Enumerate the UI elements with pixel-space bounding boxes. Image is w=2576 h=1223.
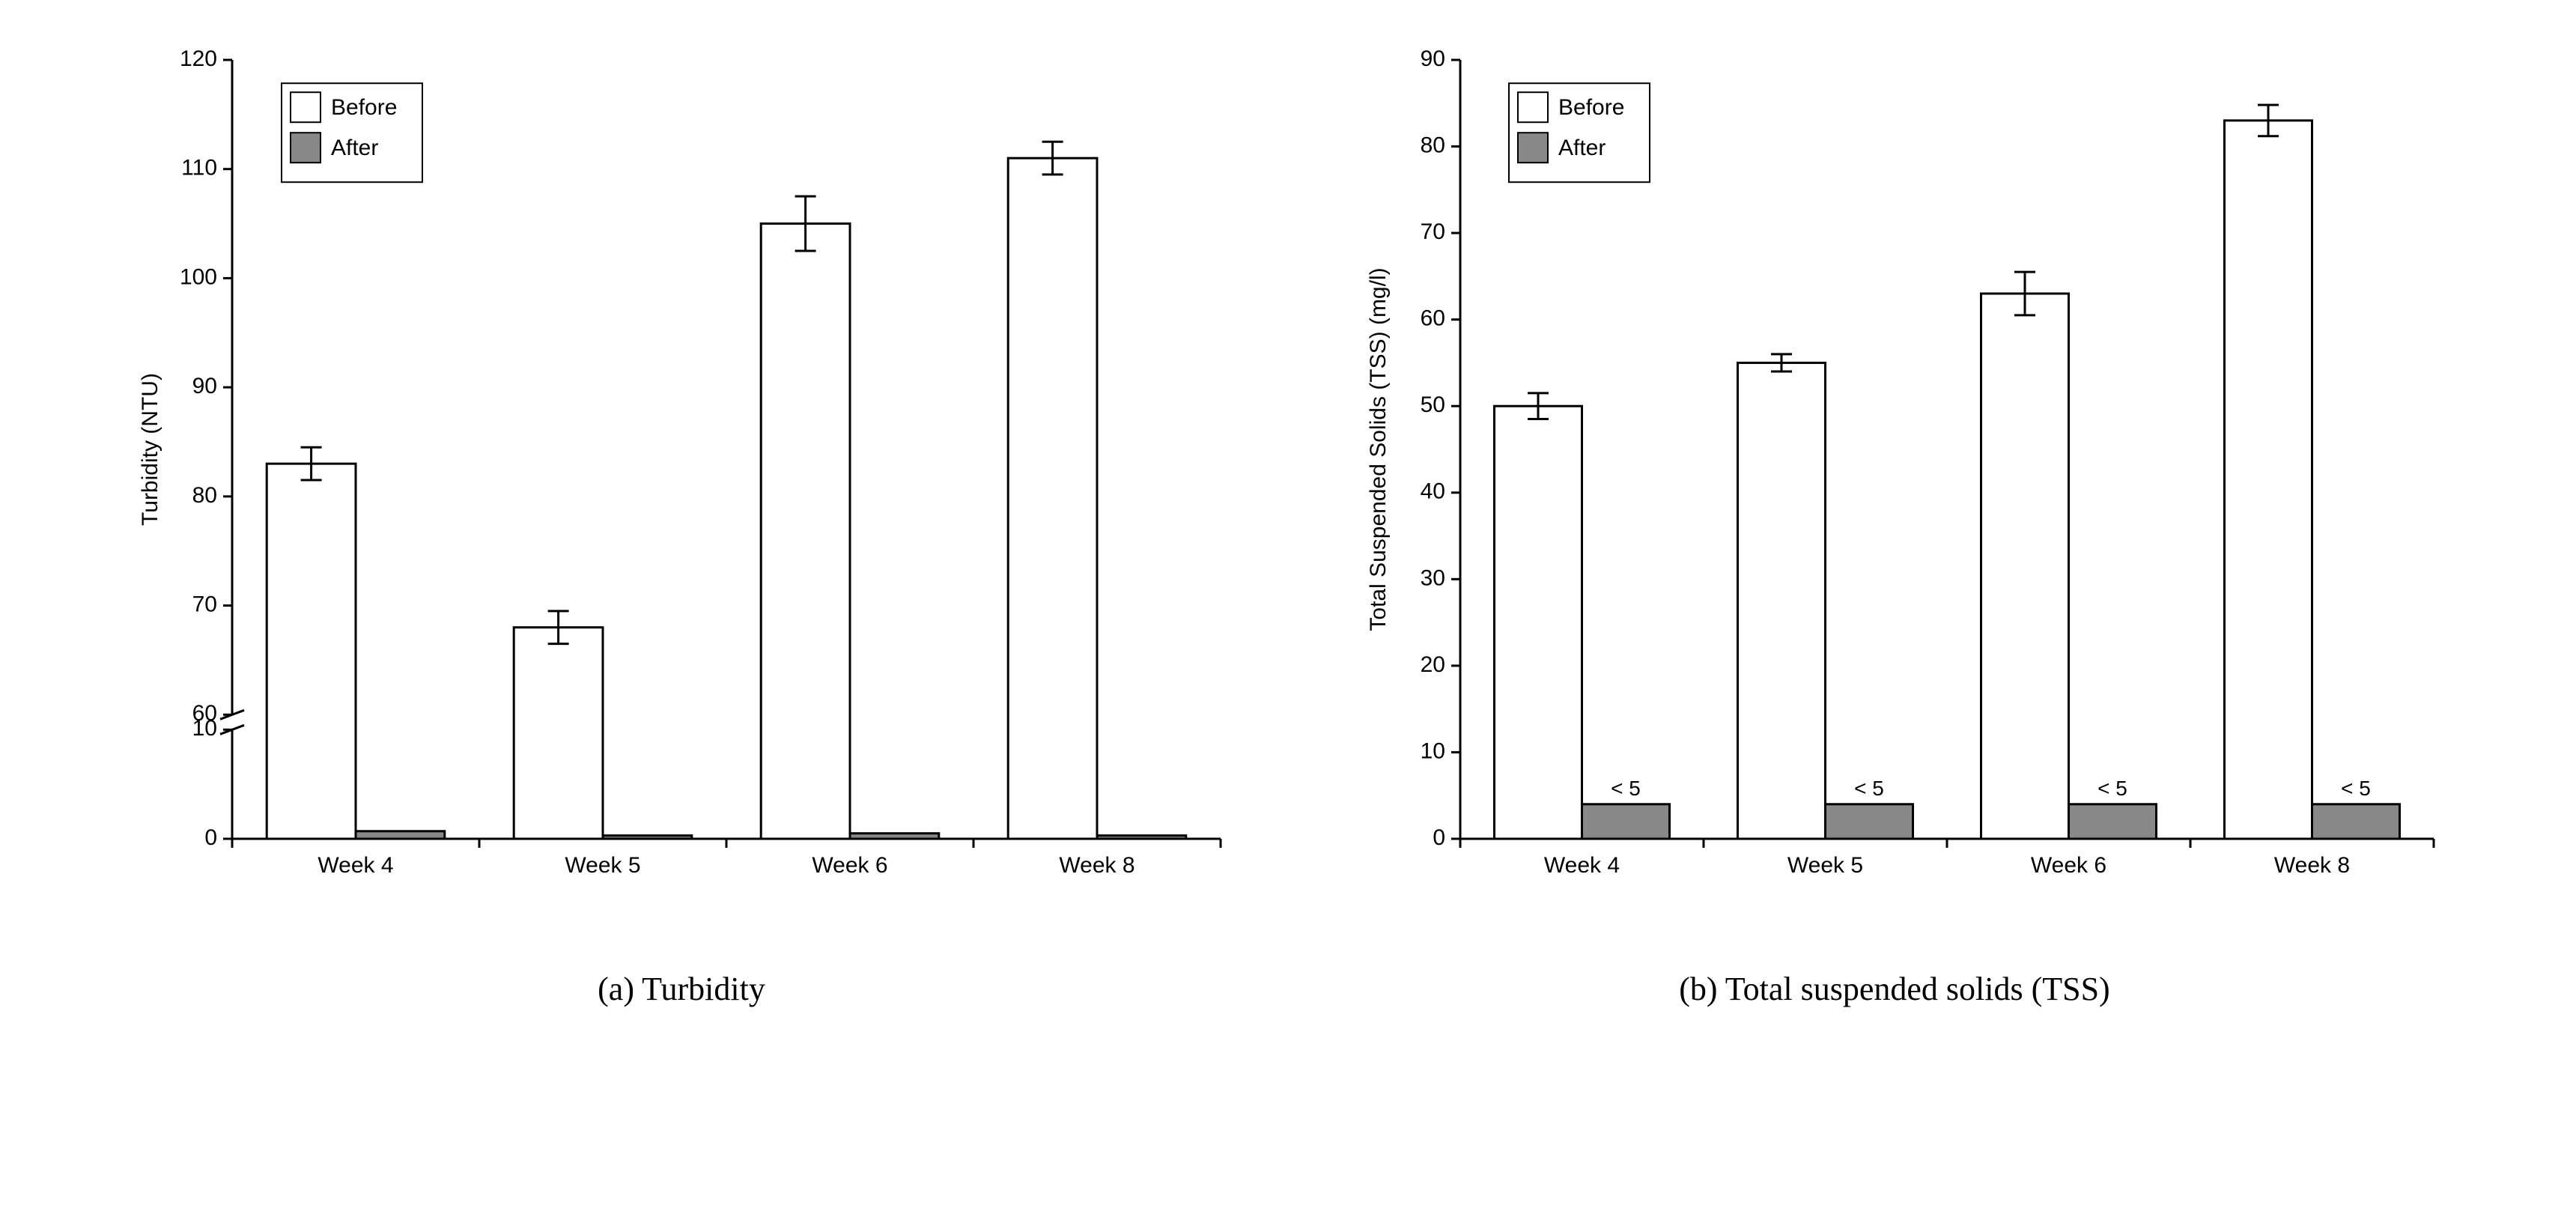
- bar-annotation: < 5: [2097, 777, 2127, 800]
- bar-after: [2069, 804, 2157, 839]
- y-tick-label: 20: [1421, 652, 1445, 677]
- legend-swatch: [1518, 92, 1548, 122]
- x-tick-label: Week 6: [812, 853, 887, 878]
- legend-swatch: [1518, 133, 1548, 163]
- bar-after: [2312, 804, 2400, 839]
- bar-after: [1097, 836, 1186, 839]
- bar-after: [1826, 804, 1913, 839]
- bar-before: [1738, 362, 1826, 839]
- bar-before: [1008, 158, 1097, 839]
- x-tick-label: Week 4: [318, 853, 393, 878]
- bar-after: [1582, 804, 1670, 839]
- legend-label: After: [331, 136, 378, 160]
- bar-after: [850, 834, 939, 839]
- y-tick-label: 40: [1421, 479, 1445, 504]
- x-tick-label: Week 8: [2274, 853, 2350, 878]
- legend-swatch: [291, 133, 321, 163]
- bar-after: [356, 831, 445, 839]
- y-tick-label: 110: [181, 156, 217, 180]
- caption-b: (b) Total suspended solids (TSS): [1679, 970, 2109, 1008]
- y-tick-label: 70: [192, 592, 217, 616]
- chart-a: 01060708090100110120Turbidity (NTU)Week …: [120, 30, 1243, 932]
- panel-b: 0 10 20 30 40 50 60 70 80 90 Total Suspended Solid…: [1333, 30, 2456, 1008]
- legend-label: Before: [1558, 95, 1624, 120]
- y-tick-label: 0: [1433, 825, 1445, 850]
- bar-annotation: < 5: [2341, 777, 2371, 800]
- bar-annotation: < 5: [1854, 777, 1884, 800]
- y-tick-label: 60: [192, 701, 217, 726]
- bar-before: [1495, 406, 1582, 839]
- y-tick-label: 30: [1421, 565, 1445, 590]
- x-tick-label: Week 5: [1787, 853, 1863, 878]
- figure-container: 0 10 60 70 80 90 100 110 120 Turbidity (NTU) Week …: [30, 30, 2546, 1008]
- chart-b: 0 10 20 30 40 50 60 70 80 90 Total Suspended Solid…: [1333, 30, 2456, 932]
- y-tick-label: 10: [1421, 738, 1445, 763]
- x-tick-label: Week 6: [2031, 853, 2106, 878]
- y-tick-label: 90: [192, 374, 217, 398]
- bar-before: [1981, 294, 2069, 839]
- y-tick-label: 60: [1421, 306, 1445, 331]
- x-tick-label: Week 8: [1059, 853, 1134, 878]
- chart-svg: 0 10 20 30 40 50 60 70 80 90 Total Suspended Solid…: [1333, 30, 2456, 929]
- bar-annotation: < 5: [1611, 777, 1641, 800]
- y-tick-label: 80: [1421, 133, 1445, 157]
- bar-before: [514, 628, 603, 839]
- legend-label: After: [1558, 136, 1606, 160]
- caption-a: (a) Turbidity: [598, 970, 765, 1008]
- y-tick-label: 0: [204, 825, 217, 850]
- y-tick-label: 80: [192, 483, 217, 508]
- y-axis-label: Total Suspended Solids (TSS) (mg/l): [1366, 267, 1391, 631]
- y-tick-label: 120: [180, 46, 217, 71]
- legend-label: Before: [331, 95, 397, 120]
- bar-before: [267, 464, 356, 839]
- bar-before: [2225, 121, 2312, 839]
- x-tick-label: Week 5: [565, 853, 640, 878]
- x-tick-label: Week 4: [1544, 853, 1620, 878]
- y-tick-label: 100: [180, 264, 217, 289]
- legend-swatch: [291, 92, 321, 122]
- y-tick-label: 70: [1421, 219, 1445, 244]
- bar-before: [761, 224, 850, 839]
- y-tick-label: 50: [1421, 392, 1445, 417]
- y-tick-label: 90: [1421, 46, 1445, 71]
- panel-a: 01060708090100110120Turbidity (NTU)Week …: [120, 30, 1243, 1008]
- bar-after: [603, 836, 692, 839]
- chart-svg: 01060708090100110120Turbidity (NTU)Week …: [120, 30, 1243, 929]
- y-axis-label: Turbidity (NTU): [138, 373, 162, 526]
